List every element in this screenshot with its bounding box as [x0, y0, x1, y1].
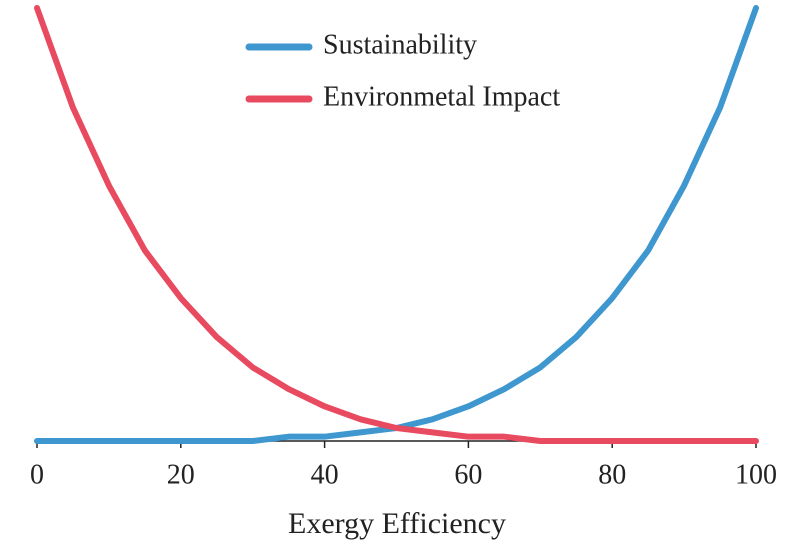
x-axis-label: Exergy Efficiency [288, 507, 506, 540]
x-tick-label: 60 [454, 459, 482, 490]
x-tick-label: 40 [311, 459, 339, 490]
x-tick-label: 80 [598, 459, 626, 490]
legend-label: Sustainability [323, 29, 477, 60]
x-tick-label: 20 [167, 459, 195, 490]
line-series [34, 5, 759, 444]
x-tick-label: 0 [30, 459, 44, 490]
legend-label: Environmetal Impact [323, 81, 560, 112]
line-series [34, 5, 759, 444]
x-tick-label: 100 [735, 459, 777, 490]
